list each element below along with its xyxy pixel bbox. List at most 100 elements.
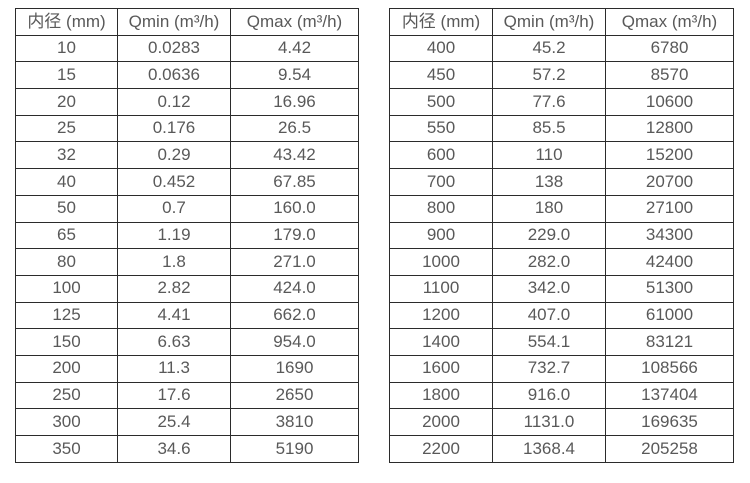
- table-cell: 51300: [605, 274, 734, 303]
- table-cell: 1131.0: [492, 408, 606, 436]
- table-row: 600 110 15200: [389, 141, 734, 170]
- table-cell: 34.6: [117, 435, 231, 463]
- header-row: 内径 (mm) Qmin (m³/h) Qmax (m³/h): [15, 8, 359, 36]
- table-cell: 800: [389, 194, 493, 223]
- table-cell: 9.54: [230, 61, 359, 90]
- table-cell: 16.96: [230, 88, 359, 116]
- table-row: 100 2.82 424.0: [15, 274, 359, 303]
- table-row: 1100 342.0 51300: [389, 274, 734, 303]
- table-cell: 2.82: [117, 274, 231, 303]
- table-row: 550 85.5 12800: [389, 114, 734, 143]
- table-row: 15 0.0636 9.54: [15, 61, 359, 90]
- table-cell: 40: [15, 168, 118, 196]
- table-cell: 0.176: [117, 114, 231, 143]
- table-cell: 32: [15, 141, 118, 170]
- table-cell: 1690: [230, 354, 359, 383]
- table-cell: 25: [15, 114, 118, 143]
- table-cell: 12800: [605, 114, 734, 143]
- table-cell: 10: [15, 34, 118, 63]
- table-cell: 600: [389, 141, 493, 170]
- table-cell: 15: [15, 61, 118, 90]
- table-cell: 50: [15, 194, 118, 223]
- table-cell: 2650: [230, 381, 359, 410]
- table-cell: 20: [15, 88, 118, 116]
- table-cell: 20700: [605, 168, 734, 196]
- table-row: 1000 282.0 42400: [389, 248, 734, 276]
- table-cell: 110: [492, 141, 606, 170]
- table-row: 2000 1131.0 169635: [389, 408, 734, 436]
- table-cell: 1000: [389, 248, 493, 276]
- table-cell: 67.85: [230, 168, 359, 196]
- table-row: 200 11.3 1690: [15, 354, 359, 383]
- table-cell: 4.42: [230, 34, 359, 63]
- flow-spec-table-small-diameters: 内径 (mm) Qmin (m³/h) Qmax (m³/h) 10 0.0283 4.…: [15, 8, 359, 463]
- table-cell: 0.7: [117, 194, 231, 223]
- table-cell: 25.4: [117, 408, 231, 436]
- table-cell: 350: [15, 435, 118, 463]
- table-cell: 100: [15, 274, 118, 303]
- table-cell: 400: [389, 34, 493, 63]
- table-row: 20 0.12 16.96: [15, 88, 359, 116]
- table-cell: 8570: [605, 61, 734, 90]
- table-cell: 125: [15, 301, 118, 330]
- table-row: 1200 407.0 61000: [389, 301, 734, 330]
- table-cell: 85.5: [492, 114, 606, 143]
- table-cell: 4.41: [117, 301, 231, 330]
- table-cell: 300: [15, 408, 118, 436]
- table-cell: 1200: [389, 301, 493, 330]
- table-row: 350 34.6 5190: [15, 435, 359, 463]
- table-row: 900 229.0 34300: [389, 221, 734, 250]
- table-row: 1800 916.0 137404: [389, 381, 734, 410]
- table-cell: 160.0: [230, 194, 359, 223]
- table-cell: 1368.4: [492, 435, 606, 463]
- table-cell: 138: [492, 168, 606, 196]
- table-row: 32 0.29 43.42: [15, 141, 359, 170]
- table-row: 400 45.2 6780: [389, 34, 734, 63]
- table-cell: 916.0: [492, 381, 606, 410]
- table-cell: 27100: [605, 194, 734, 223]
- table-cell: 0.0283: [117, 34, 231, 63]
- table-cell: 5190: [230, 435, 359, 463]
- table-cell: 700: [389, 168, 493, 196]
- table-cell: 2000: [389, 408, 493, 436]
- table-row: 50 0.7 160.0: [15, 194, 359, 223]
- table-cell: 271.0: [230, 248, 359, 276]
- column-header: Qmin (m³/h): [492, 8, 606, 36]
- table-cell: 900: [389, 221, 493, 250]
- table-cell: 80: [15, 248, 118, 276]
- table-row: 1400 554.1 83121: [389, 328, 734, 356]
- table-cell: 1600: [389, 354, 493, 383]
- column-header: Qmin (m³/h): [117, 8, 231, 36]
- table-cell: 11.3: [117, 354, 231, 383]
- table-cell: 61000: [605, 301, 734, 330]
- table-cell: 179.0: [230, 221, 359, 250]
- column-header: Qmax (m³/h): [230, 8, 359, 36]
- table-row: 500 77.6 10600: [389, 88, 734, 116]
- table-row: 65 1.19 179.0: [15, 221, 359, 250]
- column-header: 内径 (mm): [15, 8, 118, 36]
- column-header: Qmax (m³/h): [605, 8, 734, 36]
- table-row: 150 6.63 954.0: [15, 328, 359, 356]
- table-cell: 150: [15, 328, 118, 356]
- table-row: 800 180 27100: [389, 194, 734, 223]
- table-cell: 6.63: [117, 328, 231, 356]
- table-cell: 65: [15, 221, 118, 250]
- table-cell: 1800: [389, 381, 493, 410]
- table-cell: 83121: [605, 328, 734, 356]
- table-cell: 342.0: [492, 274, 606, 303]
- table-cell: 732.7: [492, 354, 606, 383]
- table-cell: 108566: [605, 354, 734, 383]
- table-cell: 0.29: [117, 141, 231, 170]
- table-row: 1600 732.7 108566: [389, 354, 734, 383]
- table-row: 80 1.8 271.0: [15, 248, 359, 276]
- table-cell: 0.0636: [117, 61, 231, 90]
- table-row: 2200 1368.4 205258: [389, 435, 734, 463]
- table-cell: 10600: [605, 88, 734, 116]
- table-row: 10 0.0283 4.42: [15, 34, 359, 63]
- table-cell: 3810: [230, 408, 359, 436]
- table-cell: 17.6: [117, 381, 231, 410]
- table-cell: 1.8: [117, 248, 231, 276]
- table-row: 700 138 20700: [389, 168, 734, 196]
- table-cell: 77.6: [492, 88, 606, 116]
